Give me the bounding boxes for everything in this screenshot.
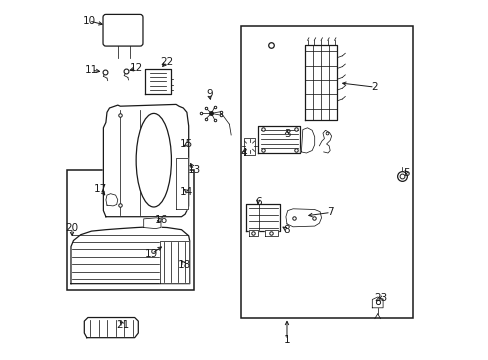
Polygon shape [160, 241, 188, 283]
Text: 18: 18 [177, 260, 190, 270]
Polygon shape [265, 230, 277, 236]
Polygon shape [246, 204, 279, 231]
Polygon shape [71, 227, 189, 284]
Text: 22: 22 [160, 57, 173, 67]
Text: 11: 11 [85, 65, 98, 75]
Ellipse shape [136, 113, 171, 207]
Polygon shape [176, 158, 187, 209]
Text: 8: 8 [283, 225, 290, 235]
Text: 6: 6 [254, 197, 261, 207]
Text: 21: 21 [116, 320, 129, 330]
Polygon shape [301, 128, 314, 153]
Text: 23: 23 [374, 293, 387, 303]
FancyBboxPatch shape [103, 14, 142, 46]
Text: 7: 7 [327, 207, 333, 217]
Text: 4: 4 [240, 148, 246, 158]
Polygon shape [103, 104, 188, 217]
Polygon shape [84, 318, 138, 338]
Text: 19: 19 [145, 249, 158, 259]
Polygon shape [305, 45, 337, 120]
Bar [241, 26, 412, 318]
Text: 9: 9 [205, 89, 212, 99]
Polygon shape [145, 69, 170, 94]
Text: 2: 2 [371, 82, 377, 92]
Polygon shape [244, 138, 254, 155]
Text: 1: 1 [283, 335, 290, 345]
Text: 20: 20 [65, 222, 78, 233]
Polygon shape [143, 218, 161, 229]
Text: 10: 10 [82, 16, 95, 26]
Polygon shape [106, 194, 118, 206]
Polygon shape [371, 297, 382, 308]
Text: 16: 16 [154, 215, 167, 225]
Polygon shape [248, 230, 258, 236]
Text: 13: 13 [187, 165, 200, 175]
Polygon shape [285, 209, 321, 227]
Text: 5: 5 [403, 168, 409, 178]
Text: 3: 3 [283, 129, 290, 139]
Text: 15: 15 [180, 139, 193, 149]
Bar [67, 170, 194, 290]
Text: 12: 12 [130, 63, 143, 73]
Text: 17: 17 [94, 184, 107, 194]
Polygon shape [258, 126, 300, 153]
Text: 14: 14 [180, 186, 193, 197]
